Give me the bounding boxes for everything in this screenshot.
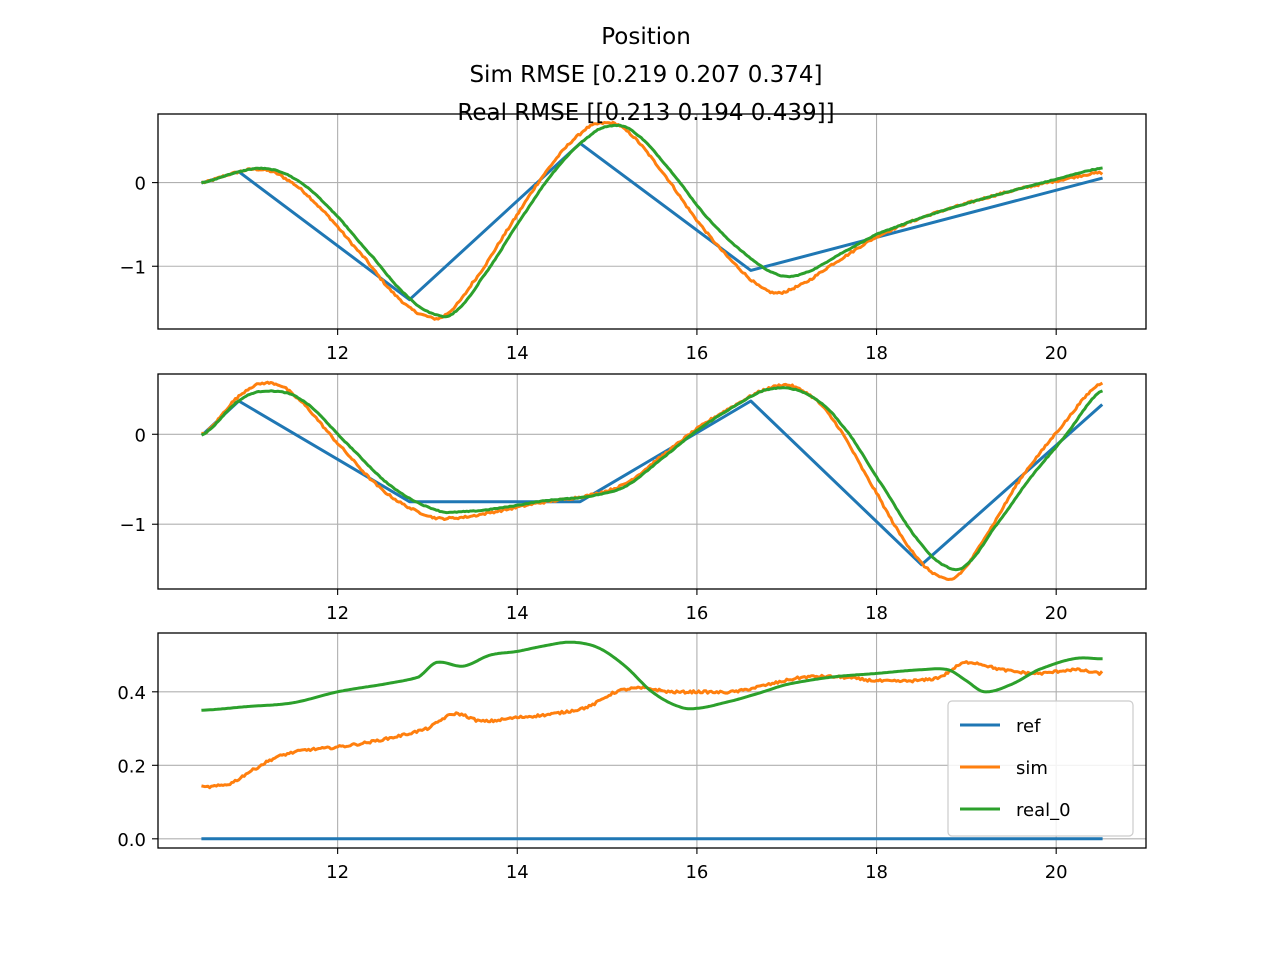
x-tick-label: 12	[326, 603, 349, 624]
x-tick-label: 14	[506, 862, 529, 883]
subplot-3: 12 14 16 18 20 0.0 0.2 0.4 ref sim real_0	[117, 632, 1147, 883]
legend: ref sim real_0	[947, 700, 1134, 837]
x-tick-label: 16	[685, 862, 708, 883]
y-tick-label: 0.4	[117, 683, 146, 704]
legend-box	[947, 700, 1134, 837]
x-tick-label: 20	[1045, 862, 1068, 883]
y-tick-label: 0	[135, 425, 146, 446]
subplot-2: 12 14 16 18 20 0 −1	[119, 373, 1147, 624]
series-line-real_0	[200, 386, 1104, 572]
figure-title-line-1: Position	[601, 24, 691, 50]
x-tick-label: 14	[506, 603, 529, 624]
x-tick-label: 12	[326, 343, 349, 364]
legend-label-real_0: real_0	[1016, 800, 1071, 821]
x-tick-label: 18	[865, 862, 888, 883]
y-tick-label: −1	[119, 515, 146, 536]
axes-frame	[157, 632, 1147, 849]
series-group	[200, 380, 1104, 581]
y-tick-label: 0.2	[117, 756, 146, 777]
axes-frame	[157, 113, 1147, 330]
series-line-real_0	[201, 640, 1103, 712]
x-tick-label: 20	[1045, 343, 1068, 364]
figure-title-line-3: Real RMSE [[0.213 0.194 0.439]]	[457, 100, 834, 126]
plots: 12 14 16 18 20 0 −1 12 14 16 18 20 0 −1 12 14 16 18 20 0.0 0…	[117, 113, 1147, 883]
series-group	[201, 640, 1104, 841]
legend-label-ref: ref	[1016, 716, 1041, 737]
series-line-sim	[201, 380, 1104, 581]
x-tick-label: 18	[865, 603, 888, 624]
x-tick-label: 20	[1045, 603, 1068, 624]
x-tick-label: 14	[506, 343, 529, 364]
y-tick-label: 0.0	[117, 830, 146, 851]
series-group	[201, 120, 1104, 321]
axes-frame	[157, 373, 1147, 590]
subplot-1: 12 14 16 18 20 0 −1	[119, 113, 1147, 364]
x-tick-label: 16	[685, 343, 708, 364]
x-tick-label: 16	[685, 603, 708, 624]
series-line-real_0	[201, 123, 1103, 319]
x-tick-label: 12	[326, 862, 349, 883]
legend-label-sim: sim	[1016, 758, 1048, 779]
figure-title-line-2: Sim RMSE [0.219 0.207 0.374]	[469, 62, 822, 88]
y-tick-label: −1	[119, 257, 146, 278]
x-tick-label: 18	[865, 343, 888, 364]
y-tick-label: 0	[135, 174, 146, 195]
